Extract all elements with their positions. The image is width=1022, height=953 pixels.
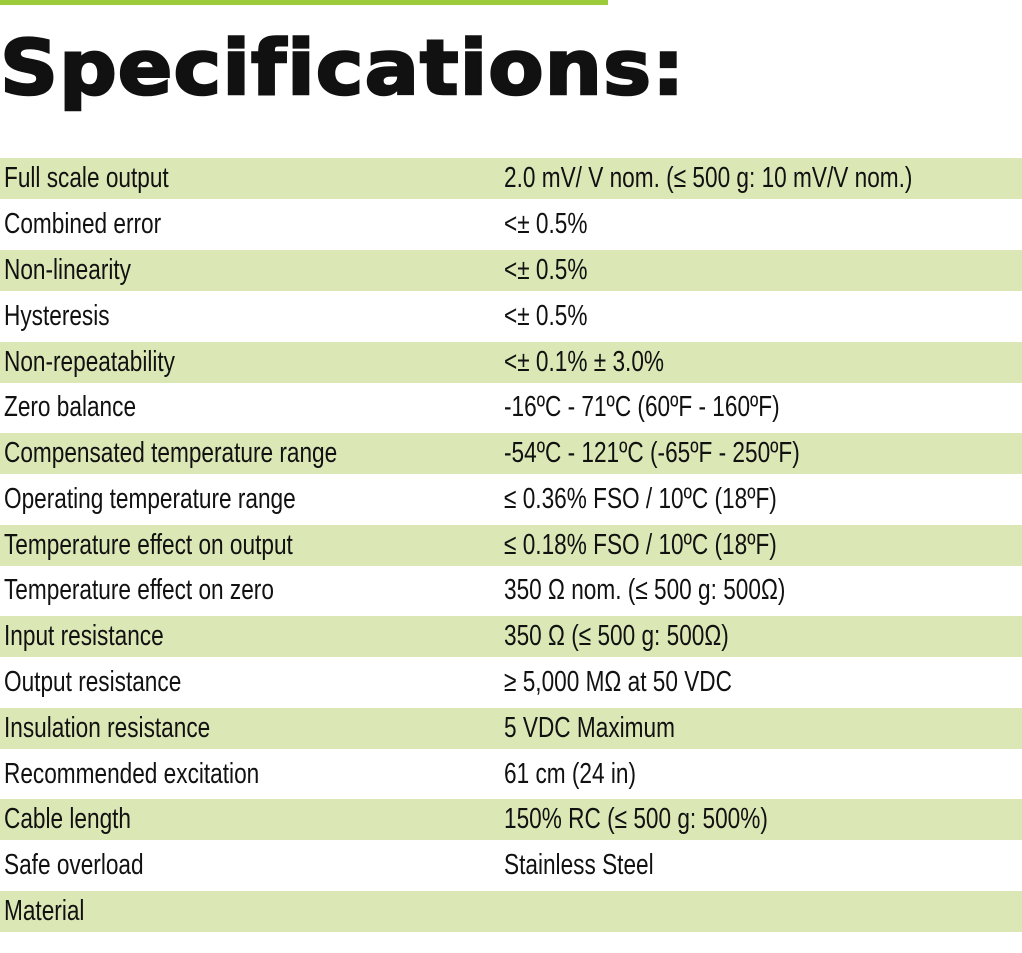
spec-value: <± 0.5% [504, 253, 588, 286]
spec-label: Operating temperature range [4, 482, 296, 515]
accent-bar [0, 0, 608, 5]
spec-value: 150% RC (≤ 500 g: 500%) [504, 803, 768, 836]
spec-row: Recommended excitation 61 cm (24 in) [0, 751, 1022, 797]
spec-row: Zero balance -16ºC - 71ºC (60ºF - 160ºF) [0, 385, 1022, 431]
spec-value: ≤ 0.36% FSO / 10ºC (18ºF) [504, 482, 777, 515]
spec-value: Stainless Steel [504, 849, 654, 882]
spec-row: Output resistance ≥ 5,000 MΩ at 50 VDC [0, 660, 1022, 706]
spec-label: Non-repeatability [4, 345, 176, 378]
spec-label: Temperature effect on output [4, 528, 293, 561]
spec-label: Insulation resistance [4, 711, 211, 744]
spec-row: Cable length 150% RC (≤ 500 g: 500%) [0, 799, 1022, 841]
spec-label: Non-linearity [4, 253, 131, 286]
spec-label: Compensated temperature range [4, 437, 338, 470]
spec-value: 2.0 mV/ V nom. (≤ 500 g: 10 mV/V nom.) [504, 162, 913, 195]
spec-value: <± 0.5% [504, 299, 588, 332]
spec-value: ≤ 0.18% FSO / 10ºC (18ºF) [504, 528, 777, 561]
spec-row: Insulation resistance 5 VDC Maximum [0, 707, 1022, 749]
spec-value: -16ºC - 71ºC (60ºF - 160ºF) [504, 391, 780, 424]
spec-row: Material [0, 891, 1022, 933]
spec-row: Temperature effect on zero 350 Ω nom. (≤… [0, 568, 1022, 614]
spec-row: Safe overload Stainless Steel [0, 843, 1022, 889]
spec-label: Temperature effect on zero [4, 574, 274, 607]
spec-label: Zero balance [4, 391, 137, 424]
spec-row: Non-linearity <± 0.5% [0, 249, 1022, 291]
spec-label: Full scale output [4, 162, 169, 195]
spec-row: Temperature effect on output ≤ 0.18% FSO… [0, 524, 1022, 566]
spec-row: Full scale output 2.0 mV/ V nom. (≤ 500 … [0, 158, 1022, 200]
spec-value: 350 Ω nom. (≤ 500 g: 500Ω) [504, 574, 786, 607]
spec-value: <± 0.5% [504, 208, 588, 241]
spec-value: 350 Ω (≤ 500 g: 500Ω) [504, 620, 729, 653]
spec-value: -54ºC - 121ºC (-65ºF - 250ºF) [504, 437, 800, 470]
spec-label: Hysteresis [4, 299, 110, 332]
spec-row: Operating temperature range ≤ 0.36% FSO … [0, 477, 1022, 523]
spec-row: Combined error <± 0.5% [0, 202, 1022, 248]
spec-row: Compensated temperature range -54ºC - 12… [0, 433, 1022, 475]
spec-label: Cable length [4, 803, 132, 836]
spec-value: <± 0.1% ± 3.0% [504, 345, 665, 378]
spec-row: Input resistance 350 Ω (≤ 500 g: 500Ω) [0, 616, 1022, 658]
spec-label: Output resistance [4, 666, 182, 699]
spec-value: 5 VDC Maximum [504, 711, 675, 744]
spec-label: Recommended excitation [4, 757, 260, 790]
spec-row: Non-repeatability <± 0.1% ± 3.0% [0, 341, 1022, 383]
spec-value: ≥ 5,000 MΩ at 50 VDC [504, 666, 732, 699]
spec-value: 61 cm (24 in) [504, 757, 637, 790]
spec-label: Input resistance [4, 620, 164, 653]
page-title: Specifications: [0, 22, 686, 114]
spec-label: Safe overload [4, 849, 144, 882]
spec-row: Hysteresis <± 0.5% [0, 293, 1022, 339]
spec-label: Combined error [4, 208, 162, 241]
spec-table: Full scale output 2.0 mV/ V nom. (≤ 500 … [0, 156, 1022, 934]
spec-label: Material [4, 895, 85, 928]
